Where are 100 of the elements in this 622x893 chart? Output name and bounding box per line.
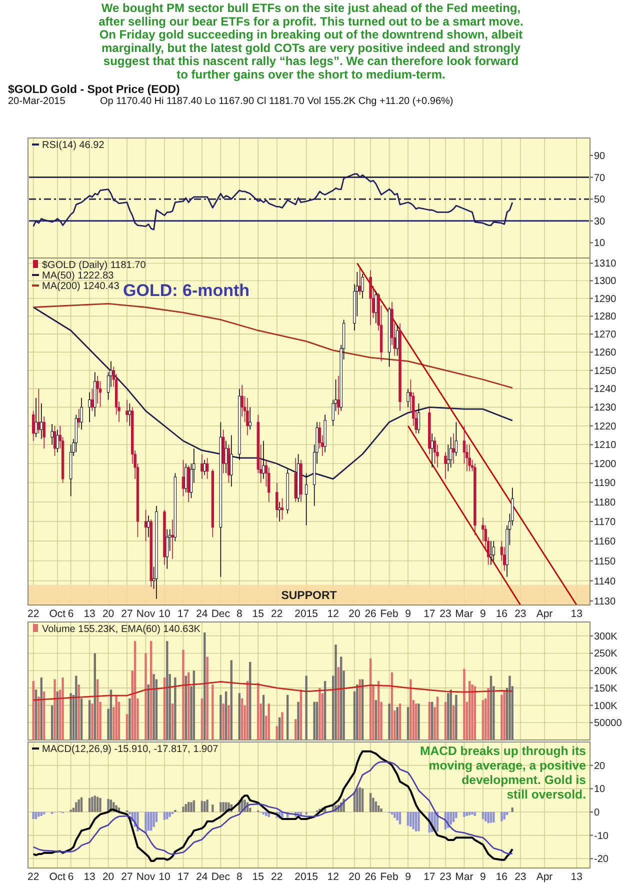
x-tick-label: 15 (252, 608, 264, 620)
chart-title: $GOLD Gold - Spot Price (EOD) (8, 84, 180, 96)
y-tick-label: 1230 (594, 402, 617, 414)
bar (222, 704, 224, 740)
y-tick-label: 1190 (594, 478, 616, 490)
bar (174, 678, 176, 740)
candlestick (32, 410, 35, 442)
bar (450, 690, 452, 740)
x-tick-label: 2015 (294, 871, 318, 883)
bar (500, 694, 503, 740)
bar (455, 694, 458, 740)
candlestick (90, 388, 94, 412)
y-tick-label: 1300 (594, 276, 617, 288)
y-tick-label: 1180 (594, 498, 616, 509)
bar (257, 682, 260, 740)
text: to further gains over the short to medium-term. (176, 68, 446, 82)
candlestick (34, 398, 38, 438)
candlestick (50, 424, 54, 446)
bar (356, 684, 358, 740)
candlestick (166, 528, 169, 570)
bar (503, 812, 506, 820)
bar (305, 676, 308, 740)
bar (418, 812, 420, 832)
bar (163, 812, 166, 820)
x-tick-label: 24 (196, 608, 208, 620)
x-tick-label: 12 (327, 608, 340, 620)
bar (78, 799, 80, 812)
x-tick-label: 20 (348, 871, 360, 883)
x-tick-label: 9 (405, 608, 412, 620)
x-tick-label: Mar (455, 871, 474, 883)
bar (187, 802, 190, 812)
bar (206, 800, 208, 812)
y-tick-label: 1240 (594, 384, 617, 396)
bar (374, 802, 378, 812)
bar (492, 812, 495, 822)
bar (268, 704, 270, 740)
legend-label: Volume 155.23K, EMA(60) 140.63K (42, 624, 201, 635)
candlestick (246, 398, 249, 436)
bar (99, 798, 102, 812)
x-tick-label: 6 (68, 608, 74, 620)
bar (374, 700, 378, 740)
x-tick-label: 23 (440, 608, 452, 620)
bar (212, 804, 214, 812)
bar (406, 707, 410, 740)
x-tick-label: 8 (236, 871, 242, 883)
x-tick-label: 9 (405, 871, 412, 883)
candlestick (128, 403, 132, 426)
candlestick (449, 436, 452, 468)
bar (40, 812, 42, 816)
annotation: GOLD: 6-month (123, 281, 250, 300)
bar (115, 694, 118, 740)
x-tick-label: 17 (424, 871, 436, 883)
candlestick (126, 399, 128, 423)
annotation: moving average, a positive (428, 758, 586, 772)
x-tick-label: 23 (514, 871, 526, 883)
y-tick-label: 1250 (594, 366, 617, 377)
y-tick-label: 50000 (594, 718, 622, 730)
bar (361, 788, 364, 812)
y-tick-label: 1290 (594, 294, 617, 305)
x-tick-label: 10 (158, 608, 170, 620)
bar (455, 812, 458, 818)
x-tick-label: 10 (158, 871, 170, 883)
bar (398, 812, 402, 824)
bar (482, 700, 484, 740)
candlestick (369, 270, 372, 326)
text: On Friday gold succeeding in breaking out of the downtrend shown, albeit (99, 28, 523, 42)
x-tick-label: 22 (28, 608, 40, 620)
bar (380, 808, 382, 812)
candlestick (337, 375, 340, 416)
x-tick-label: 12 (327, 871, 340, 883)
bar (88, 798, 91, 812)
x-tick-label: 13 (84, 608, 96, 620)
candlestick (88, 392, 91, 423)
candlestick (262, 440, 265, 480)
x-tick-label: 13 (84, 871, 96, 883)
x-tick-label: 17 (177, 871, 190, 883)
bar (166, 641, 168, 740)
x-tick-label: 22 (28, 871, 40, 883)
candlestick (56, 429, 59, 453)
bar (468, 812, 471, 816)
y-tick-label: 1220 (594, 421, 617, 432)
bar (262, 694, 265, 740)
candlestick (224, 440, 228, 474)
y-tick-label: 1150 (594, 556, 616, 568)
y-tick-label: 10 (594, 238, 606, 250)
x-tick-label: Feb (380, 871, 398, 883)
bar (418, 704, 420, 740)
legend-label: MACD(12,26,9) -15.910, -17.817, 1.907 (42, 744, 219, 755)
bar (190, 802, 192, 812)
bar (38, 812, 40, 817)
x-tick-label: 20 (102, 871, 114, 883)
y-tick-label: 0 (594, 808, 600, 818)
x-tick-label: 27 (121, 871, 134, 883)
y-tick-label: 90 (594, 150, 606, 162)
y-tick-label: 10 (594, 784, 606, 796)
bar (297, 702, 300, 740)
bar (410, 679, 412, 740)
candlestick (361, 273, 364, 299)
band-label: SUPPORT (281, 590, 337, 602)
candlestick (78, 408, 80, 428)
